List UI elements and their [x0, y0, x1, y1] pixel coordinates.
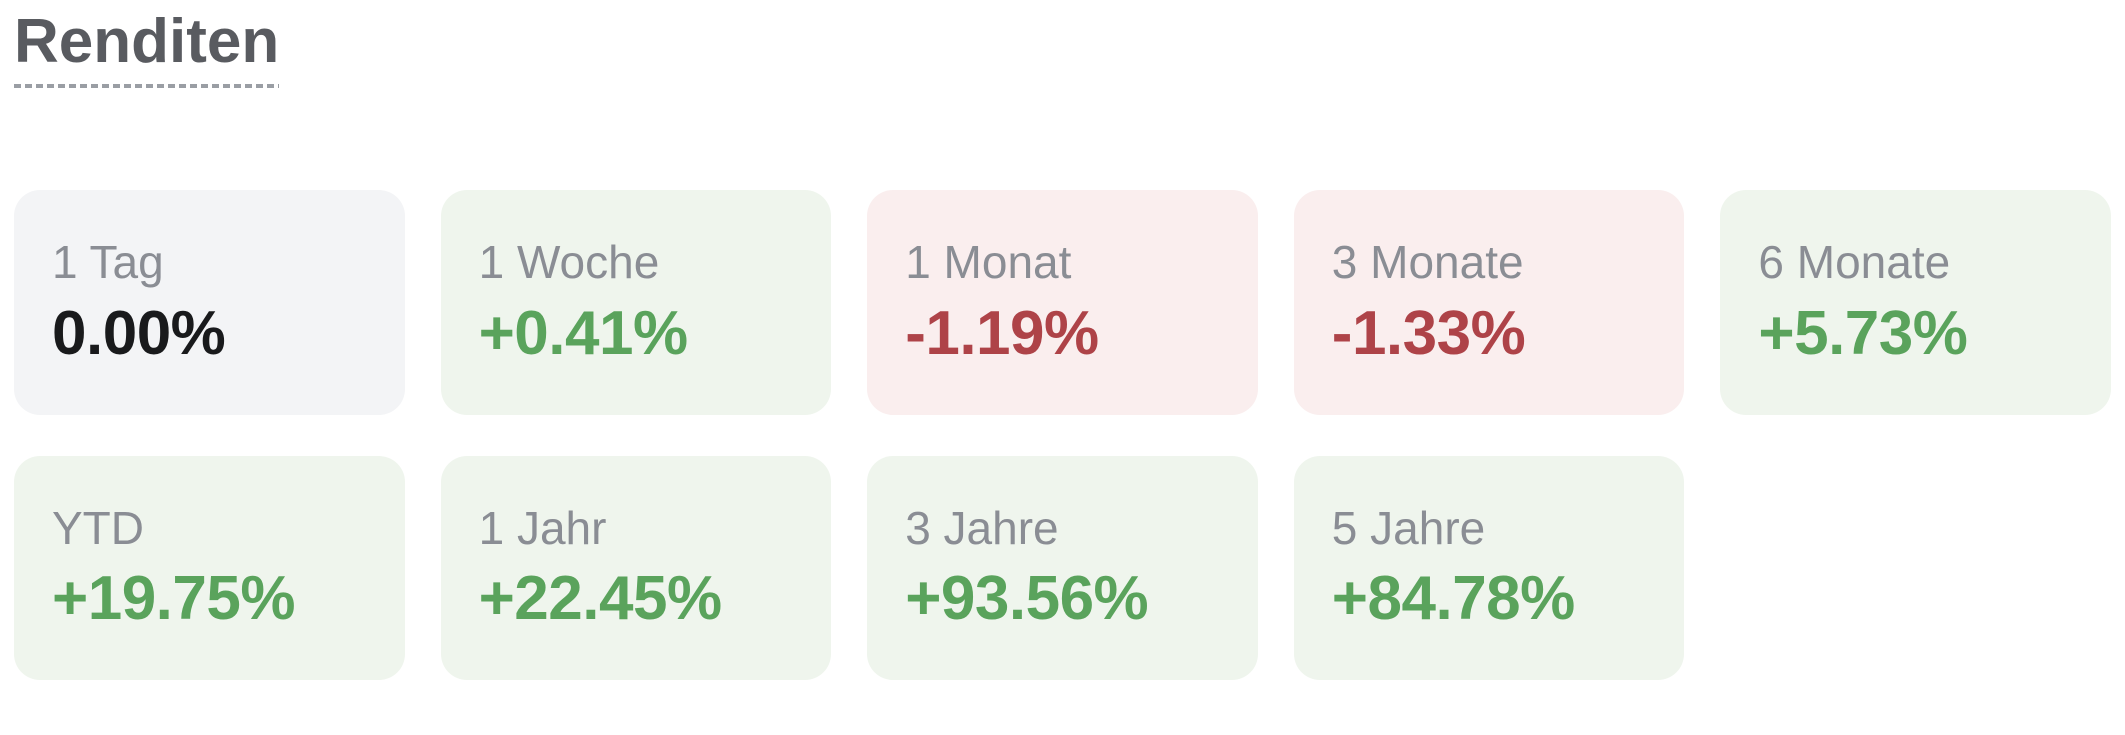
return-value: +22.45% — [478, 564, 722, 634]
return-card-3-jahre: 3 Jahre +93.56% — [867, 455, 1258, 680]
return-value: +5.73% — [1758, 299, 1968, 369]
return-card-1-tag: 1 Tag 0.00% — [14, 190, 405, 415]
returns-grid: 1 Tag 0.00% 1 Woche +0.41% 1 Monat -1.19… — [14, 190, 2111, 680]
returns-section: Renditen 1 Tag 0.00% 1 Woche +0.41% 1 Mo… — [14, 7, 2111, 680]
return-value: -1.33% — [1331, 299, 1526, 369]
return-value: +19.75% — [52, 564, 295, 634]
section-heading-renditen[interactable]: Renditen — [14, 7, 280, 89]
return-period-label: YTD — [52, 501, 144, 554]
return-value: +0.41% — [478, 299, 689, 369]
return-value: 0.00% — [52, 299, 226, 369]
return-card-1-jahr: 1 Jahr +22.45% — [440, 455, 832, 680]
return-period-label: 1 Jahr — [478, 501, 607, 554]
return-value: +84.78% — [1331, 564, 1575, 634]
return-period-label: 1 Tag — [52, 236, 164, 289]
return-period-label: 3 Monate — [1331, 236, 1524, 289]
return-card-3-monate: 3 Monate -1.33% — [1293, 190, 1685, 415]
return-period-label: 5 Jahre — [1331, 501, 1486, 554]
return-card-1-monat: 1 Monat -1.19% — [867, 190, 1258, 415]
return-period-label: 6 Monate — [1758, 236, 1951, 289]
return-value: +93.56% — [905, 564, 1149, 634]
return-period-label: 1 Monat — [905, 236, 1072, 289]
return-card-5-jahre: 5 Jahre +84.78% — [1293, 455, 1685, 680]
return-card-ytd: YTD +19.75% — [14, 455, 405, 680]
return-period-label: 1 Woche — [478, 236, 660, 289]
return-card-6-monate: 6 Monate +5.73% — [1720, 190, 2111, 415]
return-value: -1.19% — [905, 299, 1099, 369]
return-card-1-woche: 1 Woche +0.41% — [440, 190, 832, 415]
return-period-label: 3 Jahre — [905, 501, 1059, 554]
